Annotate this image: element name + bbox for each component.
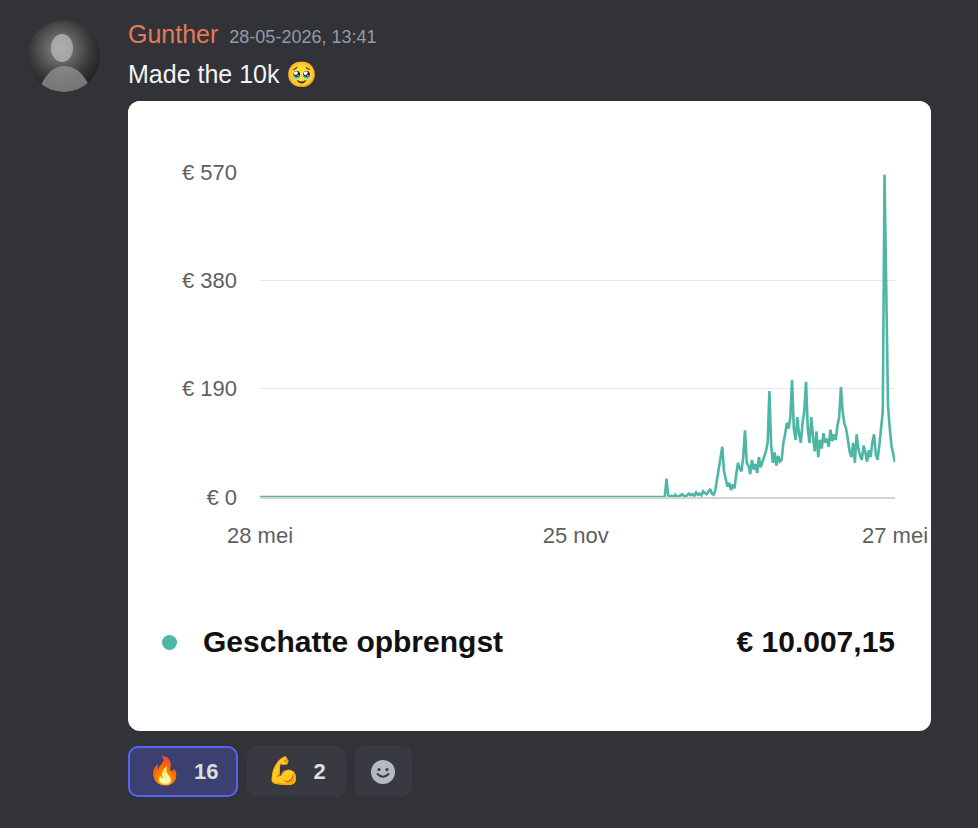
html-text:€ 10.007,15: € 10.007,15 xyxy=(736,625,895,658)
html-text:2: 2 xyxy=(313,758,326,784)
svg-text:€ 380: € 380 xyxy=(182,268,237,293)
html-text:Gunther: Gunther xyxy=(128,20,219,48)
html-text:Made the 10k 🥹: Made the 10k 🥹 xyxy=(128,60,318,88)
svg-text:27 mei: 27 mei xyxy=(862,523,928,548)
html-text:28-05-2026, 13:41: 28-05-2026, 13:41 xyxy=(229,27,377,47)
svg-text:€ 0: € 0 xyxy=(206,485,237,510)
html-text:Geschatte opbrengst: Geschatte opbrengst xyxy=(203,625,504,658)
svg-text:€ 190: € 190 xyxy=(182,376,237,401)
svg-text:28 mei: 28 mei xyxy=(227,523,293,548)
svg-text:€ 570: € 570 xyxy=(182,160,237,185)
svg-text:25 nov: 25 nov xyxy=(543,523,609,548)
html-text:16: 16 xyxy=(194,758,219,784)
